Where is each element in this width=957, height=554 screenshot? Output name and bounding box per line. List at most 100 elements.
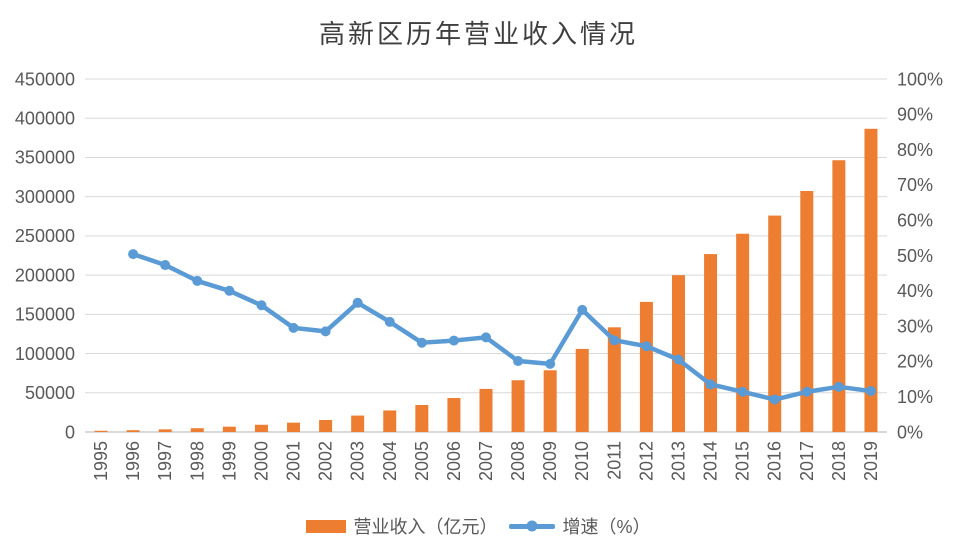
- x-axis-tick-2006: 2006: [444, 441, 464, 481]
- legend-line-swatch: [509, 520, 556, 532]
- x-axis-tick-2015: 2015: [733, 441, 753, 481]
- y-axis-right-tick-70%: 70%: [897, 175, 933, 195]
- bar-2014: [704, 254, 718, 432]
- bar-2013: [671, 275, 685, 432]
- y-axis-right-tick-30%: 30%: [897, 316, 933, 336]
- bar-1996: [126, 430, 140, 432]
- y-axis-right-tick-100%: 100%: [897, 69, 943, 89]
- y-axis-left-tick-300000: 300000: [15, 187, 75, 207]
- y-axis-left-tick-250000: 250000: [15, 226, 75, 246]
- growth-point-2011: [609, 335, 620, 346]
- bar-2007: [479, 388, 493, 432]
- bar-2002: [319, 419, 333, 432]
- growth-point-2002: [320, 326, 331, 337]
- x-axis-tick-2004: 2004: [380, 441, 400, 481]
- x-axis-tick-2013: 2013: [668, 441, 688, 481]
- x-axis-tick-2000: 2000: [251, 441, 271, 481]
- bar-2001: [287, 422, 301, 432]
- growth-point-1996: [128, 249, 139, 260]
- growth-point-2005: [416, 337, 427, 348]
- legend-bar-swatch: [306, 519, 347, 533]
- bar-2011: [607, 327, 621, 432]
- x-axis-tick-2017: 2017: [797, 441, 817, 481]
- bar-2015: [736, 233, 750, 432]
- growth-point-2008: [513, 356, 524, 367]
- x-axis-tick-1995: 1995: [91, 441, 111, 481]
- y-axis-left-tick-350000: 350000: [15, 148, 75, 168]
- y-axis-right-tick-60%: 60%: [897, 211, 933, 231]
- bar-2009: [543, 370, 557, 432]
- bar-2006: [447, 398, 461, 432]
- legend-item-revenue: 营业收入（亿元）: [306, 513, 497, 539]
- growth-point-2017: [801, 386, 812, 397]
- y-axis-left-tick-150000: 150000: [15, 305, 75, 325]
- bar-2012: [639, 301, 653, 432]
- growth-point-1997: [160, 260, 171, 271]
- growth-point-2018: [833, 381, 844, 392]
- x-axis-tick-2016: 2016: [765, 441, 785, 481]
- x-axis-tick-2018: 2018: [829, 441, 849, 481]
- legend-item-growth: 增速（%）: [509, 513, 651, 539]
- y-axis-right-tick-50%: 50%: [897, 246, 933, 266]
- y-axis-right-tick-10%: 10%: [897, 387, 933, 407]
- growth-point-2016: [769, 394, 780, 405]
- x-axis-tick-2010: 2010: [572, 441, 592, 481]
- x-axis-tick-2012: 2012: [636, 441, 656, 481]
- growth-point-2019: [865, 386, 876, 397]
- x-axis-tick-2001: 2001: [284, 441, 304, 481]
- legend-label-revenue: 营业收入（亿元）: [353, 517, 498, 537]
- growth-point-2003: [352, 297, 363, 308]
- y-axis-right-tick-40%: 40%: [897, 281, 933, 301]
- bar-1998: [190, 428, 204, 432]
- chart-legend: 营业收入（亿元） 增速（%）: [0, 510, 957, 542]
- growth-point-1999: [224, 285, 235, 296]
- x-axis-tick-2003: 2003: [348, 441, 368, 481]
- x-axis-tick-2009: 2009: [540, 441, 560, 481]
- y-axis-right-tick-90%: 90%: [897, 105, 933, 125]
- growth-point-2000: [256, 300, 267, 311]
- bar-1999: [222, 426, 236, 432]
- bar-2018: [832, 160, 846, 433]
- y-axis-left-tick-0: 0: [65, 422, 75, 442]
- y-axis-right-tick-20%: 20%: [897, 352, 933, 372]
- y-axis-left-tick-200000: 200000: [15, 265, 75, 285]
- x-axis-tick-1998: 1998: [187, 441, 207, 481]
- growth-point-1998: [192, 275, 203, 286]
- growth-point-2001: [288, 322, 299, 333]
- legend-line-dot: [526, 520, 538, 532]
- y-axis-left-tick-100000: 100000: [15, 344, 75, 364]
- growth-point-2010: [577, 304, 588, 315]
- x-axis-tick-2007: 2007: [476, 441, 496, 481]
- y-axis-left-tick-50000: 50000: [25, 383, 75, 403]
- growth-line: [130, 251, 874, 402]
- bar-1997: [158, 429, 172, 432]
- growth-point-2013: [673, 354, 684, 365]
- y-axis-left-tick-450000: 450000: [15, 69, 75, 89]
- growth-point-2015: [737, 386, 748, 397]
- bar-1995: [94, 430, 108, 432]
- growth-point-2014: [705, 379, 716, 390]
- growth-point-2004: [384, 316, 395, 327]
- bar-2008: [511, 380, 525, 432]
- bar-2010: [575, 348, 589, 432]
- growth-point-2007: [481, 332, 491, 343]
- x-axis-tick-1996: 1996: [123, 441, 143, 481]
- bar-2019: [864, 128, 878, 432]
- legend-label-growth: 增速（%）: [562, 517, 651, 537]
- x-axis-tick-1999: 1999: [219, 441, 239, 481]
- y-axis-right-tick-80%: 80%: [897, 140, 933, 160]
- growth-point-2009: [545, 358, 556, 369]
- chart-title: 高新区历年营业收入情况: [318, 20, 638, 50]
- x-axis-tick-2014: 2014: [701, 441, 721, 481]
- y-axis-left-tick-400000: 400000: [15, 109, 75, 129]
- x-axis-tick-1997: 1997: [155, 441, 175, 481]
- x-axis-tick-2019: 2019: [861, 441, 881, 481]
- x-axis-tick-2011: 2011: [604, 441, 624, 480]
- y-axis-right-tick-0%: 0%: [897, 422, 923, 442]
- x-axis-tick-2008: 2008: [508, 441, 528, 481]
- bar-2005: [415, 405, 429, 432]
- x-axis-tick-2005: 2005: [412, 441, 432, 481]
- bar-2003: [351, 415, 365, 432]
